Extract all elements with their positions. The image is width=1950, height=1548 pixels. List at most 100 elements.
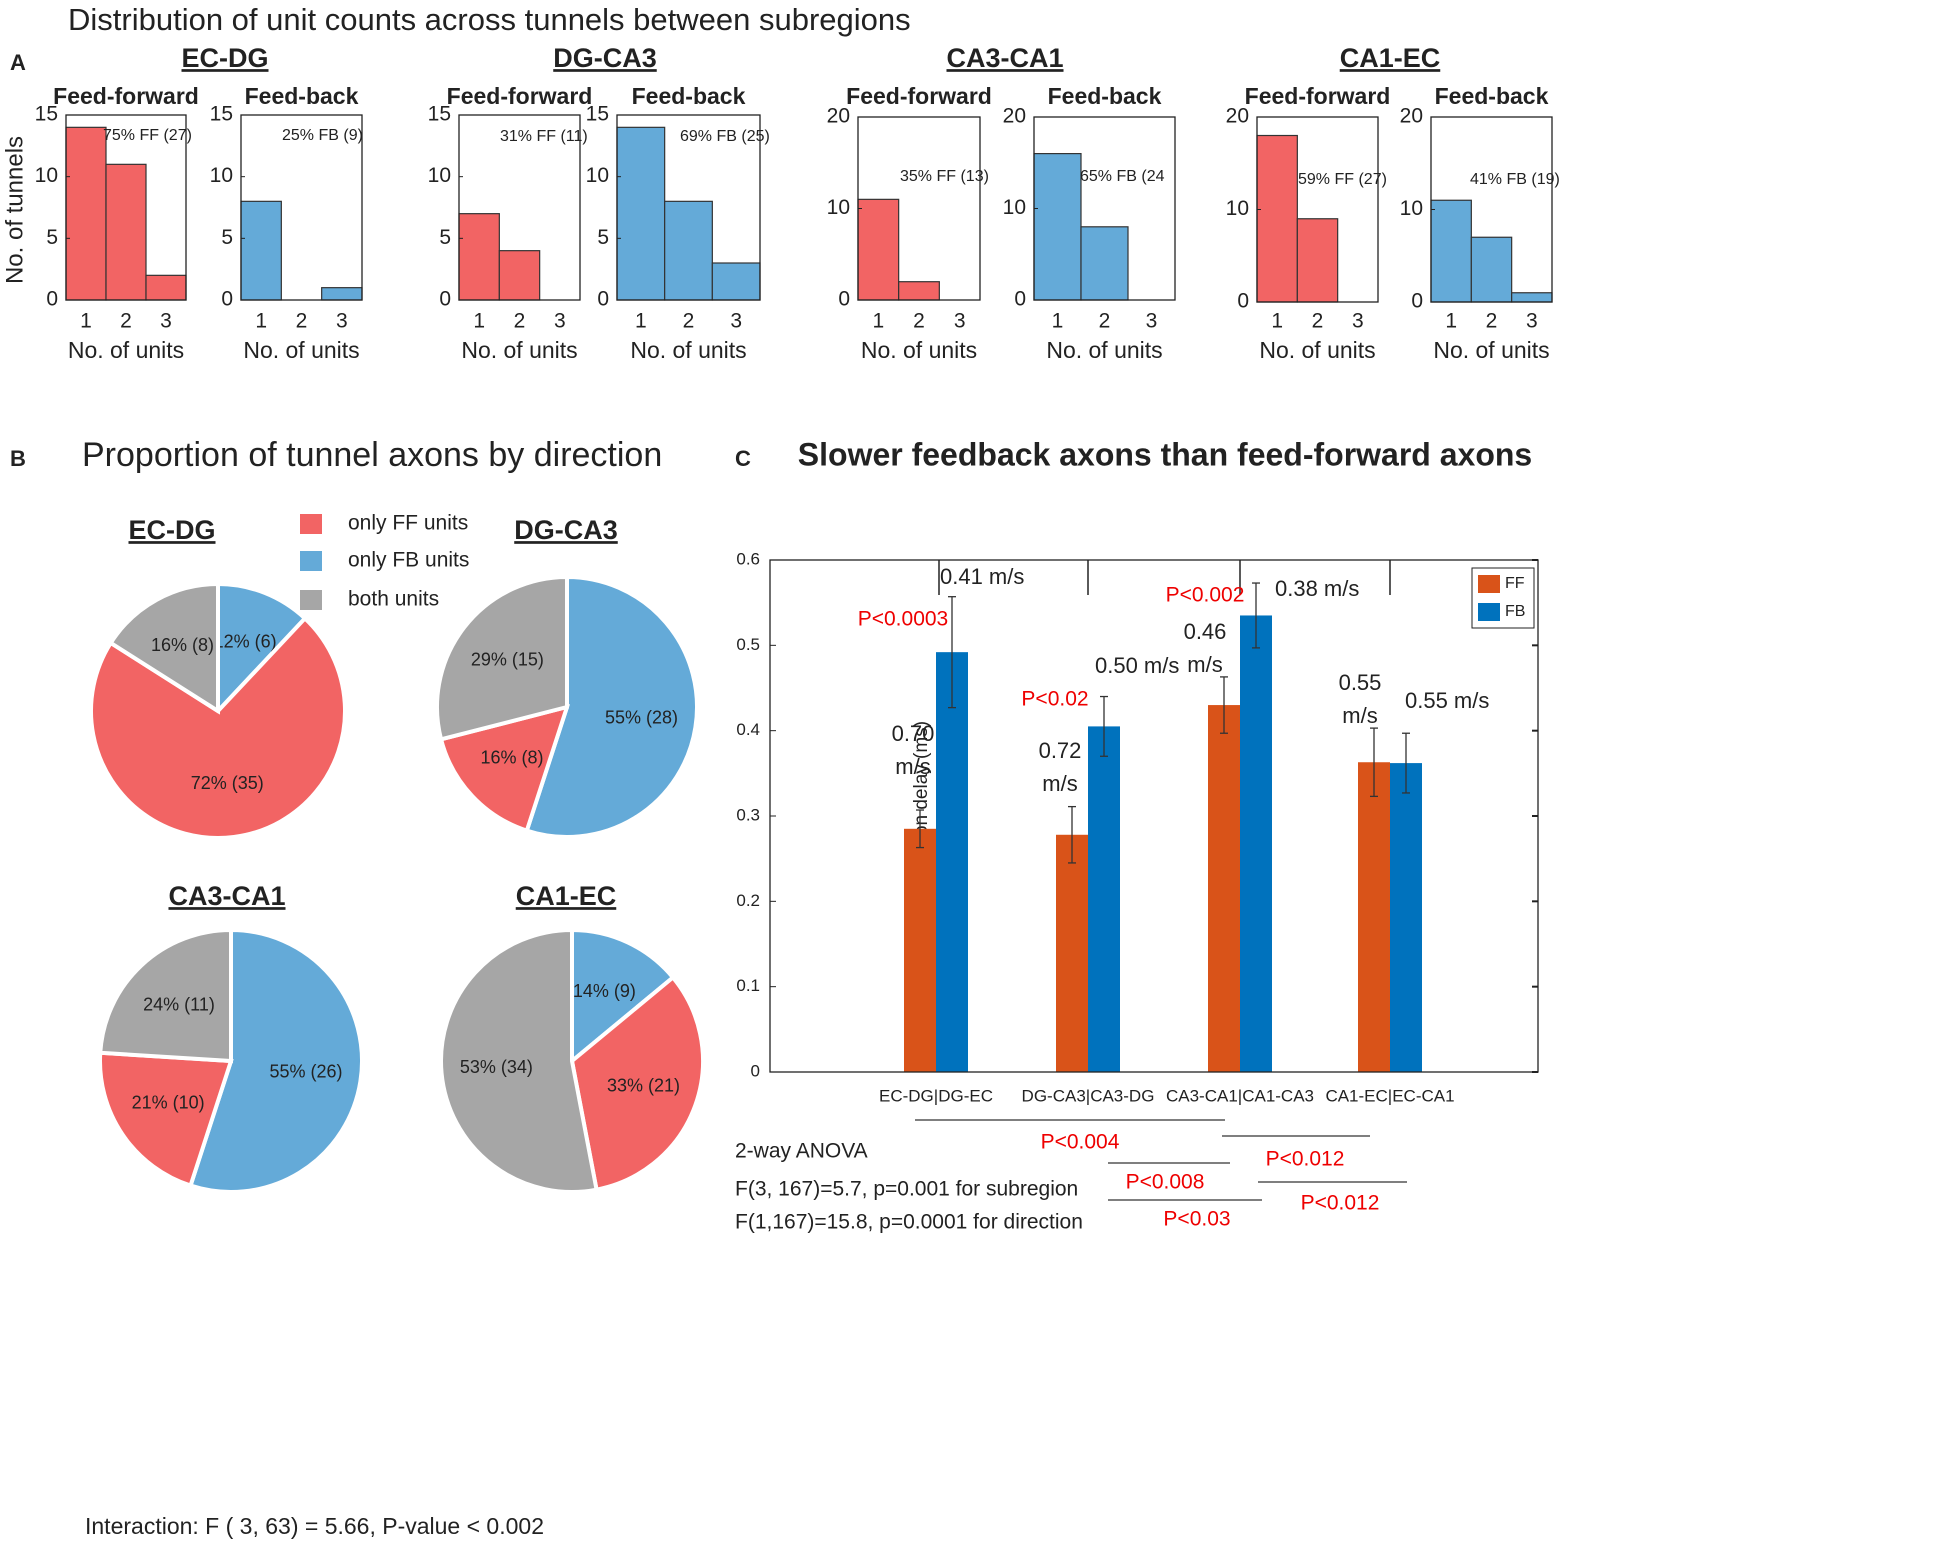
bar [1296, 218, 1339, 303]
y-tick-label: 15 [210, 103, 233, 126]
pie-label: 14% (9) [573, 981, 636, 1001]
y-tick-label: 10 [1400, 197, 1423, 220]
group-title: CA1-EC [1340, 43, 1441, 73]
annotation: 65% FB (24 [1080, 168, 1165, 185]
y-tick-label: 10 [1226, 197, 1249, 220]
x-tick-label: 2 [683, 310, 695, 333]
y-tick-label: 0 [1237, 290, 1249, 313]
bar [1511, 292, 1553, 303]
axes-box [240, 114, 363, 301]
y-tick-label: 0.5 [736, 635, 760, 654]
y-tick-label: 5 [221, 226, 233, 249]
anova-text: F(1,167)=15.8, p=0.0001 for direction [735, 1211, 1083, 1234]
chart-title: Feed-back [1435, 83, 1549, 109]
y-tick-label: 10 [1003, 196, 1026, 219]
y-tick-label: 5 [46, 226, 58, 249]
pie-title: CA1-EC [516, 881, 617, 911]
legend-label: both units [348, 588, 439, 611]
pie-slice [187, 927, 364, 1194]
bar [1430, 199, 1472, 303]
x-tick-label: 1 [635, 310, 647, 333]
pie-slice [569, 974, 705, 1193]
y-tick-label: 10 [35, 164, 58, 187]
comparison-label: P<0.008 [1126, 1171, 1205, 1194]
speed-label: 0.41 m/s [940, 564, 1024, 589]
y-tick-label: 20 [1003, 105, 1026, 128]
x-tick-label: 3 [1352, 310, 1364, 333]
speed-label: 0.38 m/s [1275, 576, 1359, 601]
y-tick-label: 0 [439, 288, 451, 311]
pie-label: 12% (6) [214, 631, 277, 651]
y-tick-label: 20 [827, 105, 850, 128]
chart-title: Feed-forward [447, 83, 593, 109]
annotation: 25% FB (9) [282, 127, 363, 144]
bar [1358, 762, 1390, 1072]
y-tick-label: 0.2 [736, 891, 760, 910]
panel-a-title: Distribution of unit counts across tunne… [68, 2, 911, 37]
axes-box [65, 114, 187, 301]
y-tick-label: 20 [1400, 105, 1423, 128]
bar [1033, 153, 1082, 301]
annotation: 41% FB (19) [1470, 171, 1560, 188]
y-tick-label: 0 [751, 1061, 760, 1080]
y-tick-label: 10 [586, 164, 609, 187]
bar [1470, 236, 1513, 303]
pie-label: 29% (15) [471, 650, 544, 670]
p-label: P<0.0003 [858, 608, 949, 631]
x-tick-label: 2 [1486, 310, 1498, 333]
comparison-label: P<0.012 [1266, 1148, 1345, 1171]
speed-label: 0.55 m/s [1405, 688, 1489, 713]
x-tick-label: 2 [514, 310, 526, 333]
comparison-label: P<0.004 [1041, 1131, 1120, 1154]
bar [857, 198, 900, 301]
chart-title: Feed-back [245, 83, 359, 109]
annotation: 69% FB (25) [680, 128, 770, 145]
pie-label: 21% (10) [132, 1092, 205, 1112]
y-tick-label: 15 [586, 103, 609, 126]
x-tick-label: 3 [554, 310, 566, 333]
speed-label: 0.70 m/s [892, 721, 935, 779]
pie-label: 33% (21) [607, 1075, 680, 1095]
chart-title: Feed-back [1048, 83, 1162, 109]
x-tick-label: CA3-CA1|CA1-CA3 [1166, 1086, 1314, 1105]
x-tick-label: 3 [1526, 310, 1538, 333]
bar [1390, 763, 1422, 1072]
legend-label: only FF units [348, 512, 468, 535]
bar [711, 262, 761, 301]
legend-swatch [300, 590, 322, 610]
x-tick-label: 1 [1445, 310, 1457, 333]
x-tick-label: 3 [954, 310, 966, 333]
pie-slice [216, 581, 308, 717]
bar [904, 828, 936, 1072]
y-tick-label: 0.6 [736, 549, 760, 568]
pie-label: 16% (8) [151, 635, 214, 655]
y-tick-label: 10 [428, 164, 451, 187]
bar [616, 126, 666, 301]
comparison-label: P<0.012 [1301, 1192, 1380, 1215]
y-tick-label: 10 [210, 164, 233, 187]
panel-b-footnote: Interaction: F ( 3, 63) = 5.66, P-value … [85, 1513, 544, 1539]
y-tick-label: 10 [827, 196, 850, 219]
pie-title: CA3-CA1 [168, 881, 285, 911]
p-label: P<0.002 [1166, 584, 1245, 607]
pie-label: 55% (28) [605, 708, 678, 728]
speed-label: 0.55 m/s [1339, 670, 1382, 728]
bar [498, 250, 541, 301]
x-tick-label: EC-DG|DG-EC [879, 1086, 993, 1105]
x-tick-label: CA1-EC|EC-CA1 [1325, 1086, 1454, 1105]
panel-b-label: B [10, 446, 26, 471]
bar [898, 281, 940, 301]
chart-title: Feed-forward [53, 83, 199, 109]
speed-label: 0.50 m/s [1095, 653, 1179, 678]
y-tick-label: 0.3 [736, 805, 760, 824]
annotation: 75% FF (27) [103, 127, 192, 144]
y-tick-label: 0 [1014, 288, 1026, 311]
pie-slice [439, 927, 599, 1194]
x-tick-label: 1 [255, 310, 267, 333]
bar [458, 213, 500, 301]
legend-swatch [300, 551, 322, 571]
y-tick-label: 0 [221, 288, 233, 311]
pie-label: 72% (35) [191, 773, 264, 793]
chart-title: Feed-forward [1245, 83, 1391, 109]
